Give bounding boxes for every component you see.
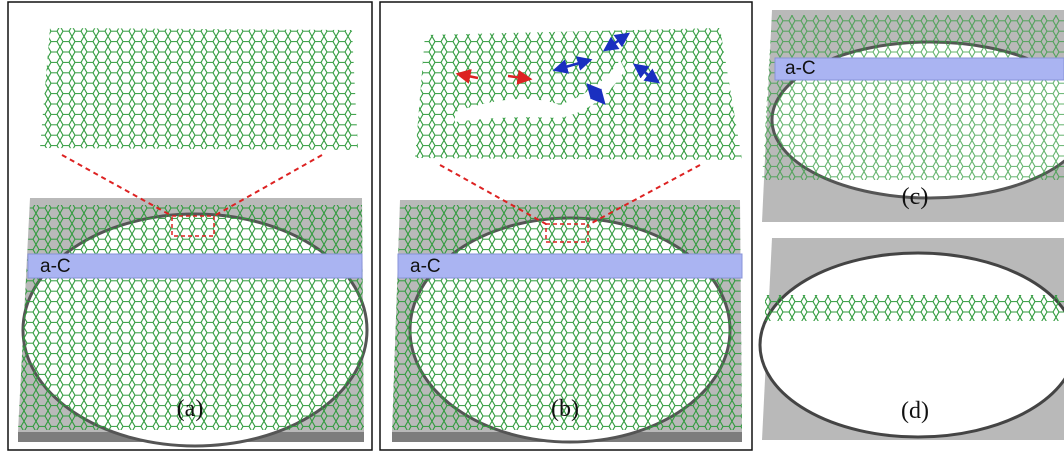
graphene-membrane — [762, 15, 1064, 180]
a-c-bar — [398, 254, 742, 278]
figure: a-C (a) a-C (b) a-C (c) (d — [0, 0, 1064, 452]
bar-label: a-C — [410, 256, 441, 277]
a-c-bar — [775, 58, 1064, 80]
bar-label: a-C — [785, 58, 816, 79]
graphene-sheet — [40, 28, 358, 150]
panel-label: (c) — [902, 184, 929, 210]
graphene-sheet — [415, 28, 742, 160]
panel-label: (a) — [177, 396, 204, 422]
panel-b: a-C (b) — [380, 2, 752, 450]
panel-label: (b) — [551, 396, 579, 422]
panel-a: a-C (a) — [8, 2, 372, 450]
panel-label: (d) — [901, 398, 929, 424]
graphene-ribbon — [765, 295, 1064, 321]
a-c-bar — [28, 254, 362, 278]
panel-c: a-C (c) — [762, 10, 1064, 222]
bar-label: a-C — [40, 256, 71, 277]
panel-d: (d) — [760, 238, 1064, 440]
